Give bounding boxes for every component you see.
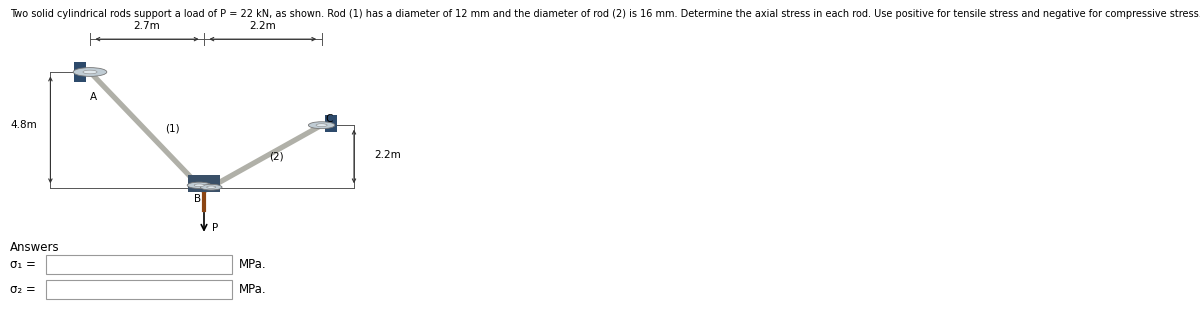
Text: 2.7m: 2.7m [133,21,161,31]
Bar [188,175,220,192]
Text: Two solid cylindrical rods support a load of P = 22 kN, as shown. Rod (1) has a : Two solid cylindrical rods support a loa… [10,9,1200,19]
Text: C: C [325,114,332,124]
Text: MPa.: MPa. [239,258,266,271]
Bar [74,62,86,82]
Circle shape [316,124,328,127]
Text: (1): (1) [166,123,180,133]
Text: (2): (2) [269,151,283,162]
Circle shape [206,186,216,188]
Text: A: A [90,92,97,102]
Circle shape [187,182,211,188]
Text: 4.8m: 4.8m [11,120,37,130]
Text: P: P [212,223,218,233]
Text: Answers: Answers [10,241,59,254]
Circle shape [200,184,222,190]
Circle shape [73,68,107,76]
Circle shape [83,70,97,74]
Bar [46,255,232,274]
Circle shape [194,184,204,187]
Circle shape [308,122,335,129]
Text: σ₁ =: σ₁ = [10,258,36,271]
Text: MPa.: MPa. [239,283,266,296]
Text: 2.2m: 2.2m [250,21,276,31]
Bar [46,280,232,299]
Text: 2.2m: 2.2m [374,150,401,160]
Text: B: B [194,194,202,204]
Bar [325,115,337,132]
Text: σ₂ =: σ₂ = [10,283,35,296]
